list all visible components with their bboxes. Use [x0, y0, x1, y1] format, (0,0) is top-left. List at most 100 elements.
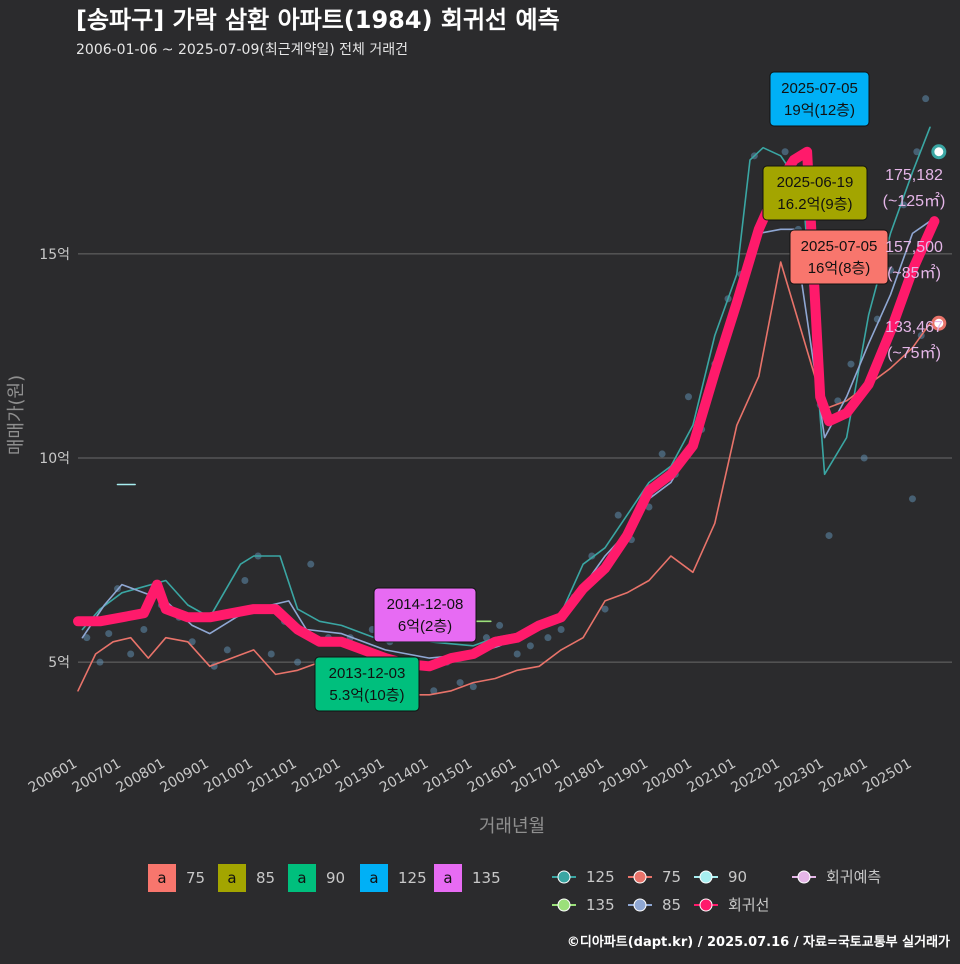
scatter-point — [913, 148, 921, 156]
legend-fill-key — [148, 864, 176, 892]
legend-line-dot — [557, 870, 571, 884]
x-tick-label: 201901 — [597, 756, 651, 797]
scatter-point — [307, 560, 315, 568]
legend-fill-glyph: a — [227, 869, 236, 887]
x-tick-label: 200901 — [157, 756, 211, 797]
legend-fill-label: 75 — [186, 869, 205, 887]
x-tick-label: 202001 — [641, 756, 695, 797]
x-tick-label: 201701 — [509, 756, 563, 797]
scatter-point — [496, 621, 504, 629]
label-box-text: 2014-12-08 — [387, 596, 464, 613]
label-box-text: 16.2억(9층) — [777, 196, 852, 213]
scatter-point — [469, 683, 477, 691]
legend-fill-glyph: a — [369, 869, 378, 887]
legend-line-label: 회귀예측 — [826, 868, 881, 886]
label-box-text: 6억(2층) — [398, 618, 452, 635]
scatter-point — [847, 360, 855, 368]
x-tick-label: 201601 — [465, 756, 519, 797]
scatter-point — [684, 393, 692, 401]
scatter-point — [294, 658, 302, 666]
scatter-point — [588, 552, 596, 560]
legend-fill-glyph: a — [297, 869, 306, 887]
x-tick-label: 201401 — [377, 756, 431, 797]
regression-line — [73, 146, 940, 672]
x-tick-label: 201301 — [333, 756, 387, 797]
y-axis-title: 매매가(원) — [6, 375, 27, 455]
legend-fill-label: 85 — [256, 869, 275, 887]
forecast-area: (~85㎡) — [887, 264, 941, 282]
x-axis-title: 거래년월 — [479, 816, 545, 837]
scatter-point — [140, 626, 148, 633]
scatter-point — [781, 148, 789, 156]
label-box — [769, 71, 870, 127]
x-tick-label: 200801 — [114, 756, 168, 797]
scatter-point — [83, 634, 91, 642]
legend-line-label: 135 — [586, 896, 615, 914]
x-tick-label: 200601 — [26, 756, 80, 797]
scatter-point — [430, 687, 438, 695]
forecast-value: 175,182 — [885, 167, 943, 184]
legend-line-dot — [633, 870, 647, 884]
legend-fill-key — [360, 864, 388, 892]
series-line-75 — [77, 261, 931, 696]
forecast-marker — [931, 144, 947, 160]
scatter-point — [241, 577, 249, 584]
legend-line-dot — [633, 898, 647, 912]
scatter-point — [267, 650, 275, 658]
label-boxes: 2025-07-05 19억(12층) 2025-06-19 16.2억(9층) 202… — [314, 71, 889, 712]
label-box-text: 2025-07-05 — [801, 238, 878, 255]
x-tick-label: 201001 — [201, 756, 255, 797]
forecast-labels: 175,182 (~125㎡) 157,500 (~85㎡) 133,467 (~75㎡) — [883, 167, 946, 362]
x-tick-label: 202101 — [685, 756, 739, 797]
label-box — [789, 229, 889, 285]
legend: a 75 a 85 a 90 a 125 a 135 125 75 90 회귀예측 135 85 회귀선 — [148, 864, 881, 914]
legend-fill-label: 90 — [326, 869, 345, 887]
legend-line-dot — [699, 870, 713, 884]
label-box-text: 2013-12-03 — [329, 665, 406, 682]
legend-line-label: 75 — [662, 868, 681, 886]
label-box-text: 16억(8층) — [808, 260, 871, 277]
label-box-text: 2025-07-05 — [781, 80, 858, 97]
scatter-point — [482, 634, 490, 642]
label-box — [373, 587, 477, 643]
scatter-point — [513, 650, 521, 658]
grid-lines — [78, 253, 952, 663]
scatter-point — [223, 646, 231, 654]
x-tick-label: 201201 — [289, 756, 343, 797]
series-line-85 — [81, 220, 931, 659]
scatter-point — [860, 454, 868, 462]
legend-line-label: 125 — [586, 868, 615, 886]
scatter-point — [658, 450, 666, 458]
label-box — [762, 165, 868, 221]
forecast-area: (~75㎡) — [887, 344, 941, 362]
scatter-point — [105, 630, 113, 638]
scatter-point — [922, 95, 930, 103]
y-tick-label: 10억 — [39, 451, 70, 467]
scatter-point — [601, 605, 609, 613]
caption: ©디아파트(dapt.kr) / 2025.07.16 / 자료=국토교통부 실… — [567, 934, 950, 950]
label-box-text: 5.3억(10층) — [329, 687, 404, 704]
legend-fill-key — [218, 864, 246, 892]
legend-line-label: 회귀선 — [728, 896, 769, 914]
chart-subtitle: 2006-01-06 ~ 2025-07-09(최근계약일) 전체 거래건 — [76, 42, 408, 58]
x-tick-label: 201801 — [553, 756, 607, 797]
scatter-point — [544, 634, 552, 642]
scatter-point — [188, 638, 196, 646]
x-tick-label: 202301 — [772, 756, 826, 797]
x-tick-label: 200701 — [70, 756, 124, 797]
label-box — [314, 656, 420, 712]
scatter-point — [908, 495, 916, 503]
x-tick-label: 201101 — [245, 756, 299, 797]
scatter-point — [825, 532, 833, 540]
legend-line-dot — [699, 898, 713, 912]
legend-line-dot — [797, 870, 811, 884]
legend-line-label: 85 — [662, 896, 681, 914]
forecast-value: 133,467 — [885, 319, 943, 336]
scatter-point — [456, 679, 464, 687]
forecast-area: (~125㎡) — [883, 192, 946, 210]
scatter-point — [96, 658, 104, 666]
y-tick-label: 15억 — [39, 247, 70, 263]
scatter-point — [526, 642, 534, 650]
